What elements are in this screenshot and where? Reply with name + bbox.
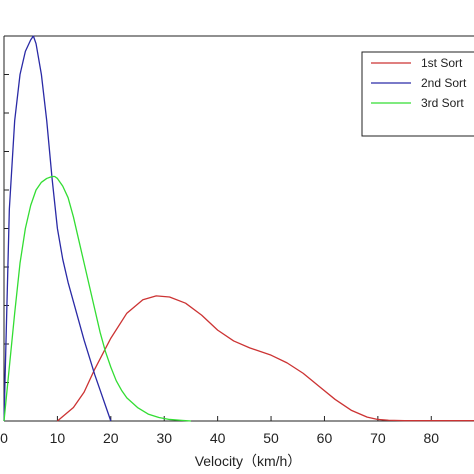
x-tick-label: 30: [156, 430, 172, 446]
x-tick-label: 40: [210, 430, 226, 446]
legend-label-3: 3rd Sort: [421, 96, 464, 110]
axes: 0 10 20 30 40 50 60 70 80: [0, 35, 474, 446]
series-line-1: [56, 295, 474, 422]
x-tick-label: 70: [370, 430, 386, 446]
x-tick-label: 20: [103, 430, 119, 446]
legend: 1st Sort 2nd Sort 3rd Sort: [361, 51, 474, 137]
x-axis-label: Velocity（km/h）: [195, 453, 302, 469]
legend-label-1: 1st Sort: [421, 56, 463, 70]
legend-box: [361, 51, 474, 137]
x-tick-label: 0: [0, 430, 8, 446]
legend-label-2: 2nd Sort: [421, 76, 467, 90]
series-lines: [3, 35, 474, 422]
x-tick-label: 10: [50, 430, 66, 446]
x-tick-label: 80: [423, 430, 439, 446]
x-tick-label: 60: [317, 430, 333, 446]
series-line-3: [3, 175, 191, 422]
x-tick-label: 50: [263, 430, 279, 446]
series-line-2: [3, 35, 112, 422]
